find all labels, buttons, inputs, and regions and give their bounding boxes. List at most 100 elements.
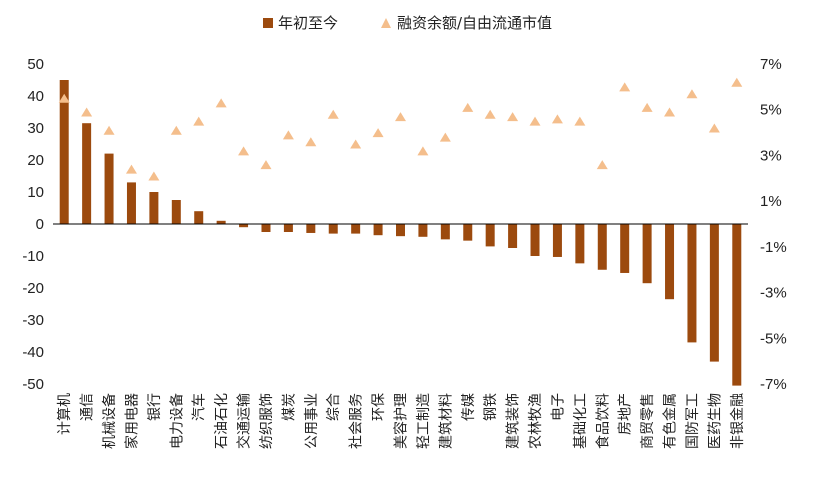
triangle-point [417, 146, 429, 156]
category-label: 非银金融 [730, 393, 746, 449]
bar [239, 224, 249, 228]
category-label: 通信 [80, 393, 96, 421]
legend-label-triangle: 融资余额/自由流通市值 [397, 14, 552, 32]
triangle-point [507, 112, 519, 122]
left-tick-label: -50 [22, 376, 44, 393]
bar [373, 224, 383, 236]
bar [687, 224, 697, 343]
category-label: 纺织服饰 [259, 393, 275, 449]
triangle-series [58, 77, 743, 181]
left-tick-label: 50 [27, 56, 44, 73]
category-label: 银行 [147, 393, 163, 421]
bar [306, 224, 316, 233]
bar [126, 182, 136, 224]
triangle-point [641, 102, 653, 112]
category-label: 电子 [550, 393, 566, 421]
triangle-point [462, 102, 474, 112]
bar [104, 153, 114, 224]
left-tick-label: -40 [22, 344, 44, 361]
category-label: 社会服务 [349, 393, 365, 449]
triangle-point [574, 116, 586, 126]
left-tick-label: 0 [36, 216, 44, 233]
right-tick-label: -5% [760, 330, 787, 347]
category-label: 钢铁 [483, 393, 499, 421]
triangle-point [596, 160, 608, 170]
bar [171, 200, 181, 224]
category-label: 公用事业 [304, 393, 320, 449]
bar [418, 224, 428, 237]
bar [552, 224, 562, 257]
bar [283, 224, 293, 232]
category-label: 电力设备 [168, 393, 185, 449]
category-label: 医药生物 [707, 393, 723, 449]
category-label: 家用电器 [123, 393, 140, 449]
bar [732, 224, 742, 386]
left-tick-label: 10 [27, 184, 44, 201]
bar [82, 123, 92, 224]
right-axis: 7% 5% 3% 1% -1% -3% -5% -7% [760, 56, 787, 393]
left-tick-label: 40 [27, 88, 44, 105]
bar [149, 192, 159, 224]
legend-swatch-triangle [381, 18, 391, 28]
triangle-point [305, 137, 317, 147]
category-labels: 计算机 通信 机械设备 家用电器 银行 电力设备 汽车 石油石化 交通运输 纺织服饰 煤炭 公用事业综… [57, 393, 746, 449]
bar [396, 224, 405, 237]
category-label: 基础化工 [572, 393, 589, 449]
category-label: 有色金属 [662, 393, 679, 449]
triangle-point [193, 116, 205, 126]
bar [665, 224, 675, 300]
triangle-point [81, 107, 93, 117]
triangle-point [282, 130, 294, 140]
bar [485, 224, 495, 247]
left-tick-label: -20 [22, 280, 44, 297]
bar [709, 224, 719, 362]
bar-series [59, 80, 742, 386]
category-label: 计算机 [57, 393, 73, 435]
bar [530, 224, 540, 256]
category-label: 交通运输 [236, 393, 253, 449]
triangle-point [215, 98, 227, 108]
category-label: 轻工制造 [416, 393, 432, 449]
right-tick-label: 5% [760, 102, 782, 119]
triangle-point [327, 109, 339, 119]
bar [59, 80, 69, 224]
triangle-point [619, 82, 631, 92]
category-label: 食品饮料 [594, 393, 611, 449]
bar [620, 224, 630, 273]
triangle-point [238, 146, 250, 156]
legend: 年初至今 融资余额/自由流通市值 [263, 14, 552, 32]
right-tick-label: 1% [760, 193, 782, 210]
triangle-point [395, 112, 406, 122]
triangle-point [708, 123, 720, 133]
triangle-point [58, 93, 70, 103]
category-label: 环保 [371, 393, 387, 421]
triangle-point [529, 116, 541, 126]
category-label: 建筑装饰 [506, 393, 522, 449]
bar [440, 224, 450, 240]
category-label: 农林牧渔 [528, 393, 544, 449]
category-label: 汽车 [191, 393, 208, 421]
category-label: 商贸零售 [640, 393, 656, 449]
triangle-point [439, 132, 451, 142]
triangle-point [731, 77, 743, 87]
category-label: 煤炭 [281, 393, 297, 421]
bar [261, 224, 271, 232]
category-label: 机械设备 [101, 393, 118, 449]
right-tick-label: 7% [760, 56, 782, 73]
bar [642, 224, 652, 284]
bar [575, 224, 585, 264]
left-tick-label: -10 [22, 248, 44, 265]
triangle-point [551, 114, 563, 124]
bar [508, 224, 518, 248]
triangle-point [686, 89, 698, 99]
bar [328, 224, 338, 234]
legend-swatch-bar [263, 18, 273, 28]
category-label: 国防军工 [685, 393, 701, 449]
category-label: 综合 [326, 393, 342, 421]
category-label: 美容护理 [393, 393, 410, 449]
category-label: 传媒 [461, 393, 477, 421]
triangle-point [484, 109, 496, 119]
right-tick-label: 3% [760, 147, 782, 164]
triangle-point [372, 128, 384, 138]
